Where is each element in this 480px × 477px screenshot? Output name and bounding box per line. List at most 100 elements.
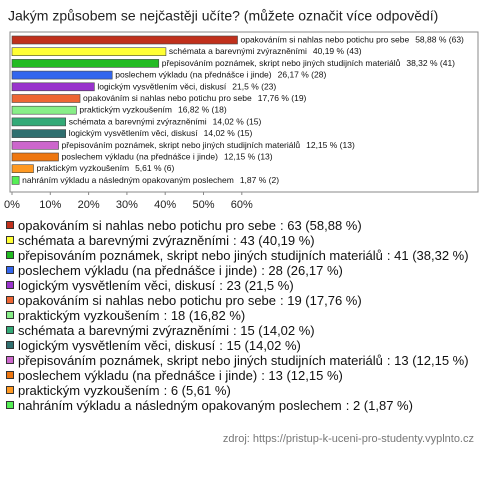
bar [11,105,77,115]
legend-item: přepisováním poznámek, skript nebo jinýc… [6,248,474,263]
bar-label-value: 14,02 % (15) [213,117,262,127]
bar [11,59,160,68]
legend-value: : 13 (12,15 %) [386,353,469,368]
legend-label: praktickým vyzkoušením [18,308,160,323]
x-tick-label: 0% [4,199,20,211]
legend-value: : 18 (16,82 %) [163,308,246,323]
legend-value: : 23 (21,5 %) [219,278,294,293]
bar [11,129,66,138]
bar [11,117,66,127]
legend-item: přepisováním poznámek, skript nebo jinýc… [6,353,474,368]
legend-label: logickým vysvětlením věci, diskusí [18,338,216,353]
legend-value: : 15 (14,02 %) [219,338,301,353]
bar-label-value: 1,87 % (2) [240,175,279,185]
legend-item: logickým vysvětlením věci, diskusí: 15 (… [6,338,474,353]
bar-label-value: 21,5 % (23) [232,82,276,92]
bar-label-value: 17,76 % (19) [258,93,307,103]
legend-item: logickým vysvětlením věci, diskusí: 23 (… [6,278,474,293]
bar [11,70,113,80]
bar-label-category: přepisováním poznámek, skript nebo jinýc… [62,140,301,150]
legend: opakováním si nahlas nebo potichu pro se… [6,218,474,413]
bar-label: nahráním výkladu a následným opakovaným … [22,175,279,185]
bar-label-value: 16,82 % (18) [178,105,227,115]
bar-label: přepisováním poznámek, skript nebo jinýc… [62,140,355,150]
legend-swatch [6,371,14,379]
legend-swatch [6,356,14,364]
bar-label-category: poslechem výkladu (na přednášce i jinde) [62,152,219,162]
bar-label-value: 38,32 % (41) [406,58,455,68]
legend-swatch [6,266,14,274]
legend-swatch [6,221,14,229]
legend-label: schémata a barevnými zvýrazněními [18,323,229,338]
bar-label-value: 26,17 % (28) [278,70,327,80]
legend-item: schémata a barevnými zvýrazněními: 43 (4… [6,233,474,248]
bar-label: schémata a barevnými zvýrazněními 40,19 %… [169,46,362,56]
bar-label: praktickým vyzkoušením 16,82 % (18) [79,105,226,115]
bar [11,47,167,57]
bar-label-category: logickým vysvětlením věci, diskusí [97,82,227,92]
bar [11,82,95,92]
legend-item: schémata a barevnými zvýrazněními: 15 (1… [6,323,474,338]
legend-label: logickým vysvětlením věci, diskusí [18,278,216,293]
bar [11,164,34,173]
legend-label: nahráním výkladu a následným opakovaným … [18,398,342,413]
source: zdroj: https://pristup-k-uceni-pro-stude… [222,433,474,445]
legend-swatch [6,281,14,289]
bar-label-category: schémata a barevnými zvýrazněními [69,117,207,127]
legend-value: : 28 (26,17 %) [261,263,343,278]
legend-item: nahráním výkladu a následným opakovaným … [6,398,474,413]
x-tick-label: 40% [154,199,176,211]
legend-label: opakováním si nahlas nebo potichu pro se… [18,293,277,308]
legend-label: schémata a barevnými zvýrazněními [18,233,229,248]
bar-label-value: 14,02 % (15) [204,128,253,138]
legend-label: poslechem výkladu (na přednášce i jinde) [18,368,258,383]
bar [11,176,20,185]
bar-label: poslechem výkladu (na přednášce i jinde)… [62,152,273,162]
bar-label-category: nahráním výkladu a následným opakovaným … [22,175,234,185]
legend-value: : 6 (5,61 %) [163,383,231,398]
bar-label-value: 5,61 % (6) [135,163,174,173]
bar-label: opakováním si nahlas nebo potichu pro se… [83,93,307,103]
legend-label: přepisováním poznámek, skript nebo jinýc… [18,353,383,368]
bar [11,152,59,162]
legend-swatch [6,236,14,244]
bar-label-category: opakováním si nahlas nebo potichu pro se… [241,35,410,45]
bar [11,35,238,45]
legend-value: : 43 (40,19 %) [232,233,315,248]
bar-label: logickým vysvětlením věci, diskusí 14,02 … [69,128,253,138]
legend-item: poslechem výkladu (na přednášce i jinde)… [6,368,474,383]
x-tick-label: 20% [78,199,100,211]
bar-label-category: opakováním si nahlas nebo potichu pro se… [83,93,252,103]
bar-label-value: 12,15 % (13) [224,152,273,162]
bar [11,141,59,150]
x-tick-label: 10% [39,199,61,211]
legend-swatch [6,401,14,409]
bar-label: opakováním si nahlas nebo potichu pro se… [241,35,465,45]
bar-label-category: logickým vysvětlením věci, diskusí [69,128,199,138]
bar-label: poslechem výkladu (na přednášce i jinde)… [115,70,326,80]
x-tick-label: 50% [192,199,214,211]
legend-label: přepisováním poznámek, skript nebo jinýc… [18,248,383,263]
plot-frame [9,31,479,193]
bar-label-category: přepisováním poznámek, skript nebo jinýc… [162,58,401,68]
legend-swatch [6,311,14,319]
bar-label: schémata a barevnými zvýrazněními 14,02 %… [69,117,262,127]
bar-label-value: 58,88 % (63) [415,35,464,45]
legend-value: : 63 (58,88 %) [280,218,362,233]
legend-value: : 41 (38,32 %) [386,248,469,263]
bar-label-category: praktickým vyzkoušením [36,163,129,173]
bar-label-value: 12,15 % (13) [306,140,355,150]
bar-label: logickým vysvětlením věci, diskusí 21,5 %… [97,82,276,92]
legend-item: praktickým vyzkoušením: 6 (5,61 %) [6,383,474,398]
bar-label-value: 40,19 % (43) [313,46,362,56]
legend-swatch [6,251,14,259]
x-tick-label: 60% [231,199,253,211]
legend-swatch [6,326,14,334]
legend-value: : 13 (12,15 %) [261,368,343,383]
legend-item: opakováním si nahlas nebo potichu pro se… [6,218,474,233]
legend-item: praktickým vyzkoušením: 18 (16,82 %) [6,308,474,323]
legend-label: praktickým vyzkoušením [18,383,160,398]
legend-swatch [6,386,14,394]
legend-label: poslechem výkladu (na přednášce i jinde) [18,263,258,278]
